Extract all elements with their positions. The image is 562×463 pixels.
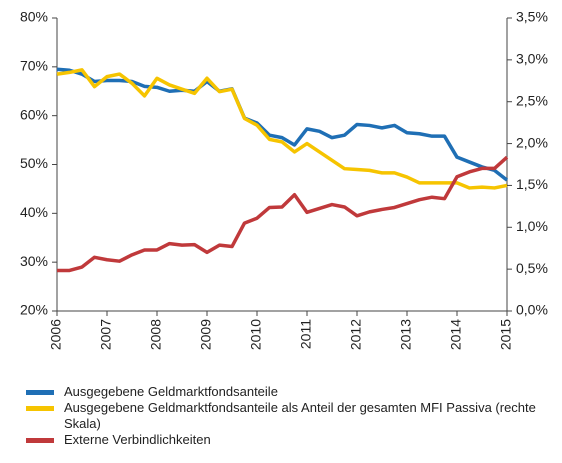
y2-tick-label: 2,0% [516, 134, 548, 150]
y-tick-label: 40% [20, 204, 48, 220]
x-tick-label: 2008 [148, 319, 164, 350]
legend-swatch [26, 438, 54, 443]
y-tick-label: 80% [20, 9, 48, 25]
x-tick-label: 2015 [498, 319, 514, 350]
x-tick-label: 2012 [348, 319, 364, 350]
legend-label: Ausgegebene Geldmarktfondsanteile [64, 384, 278, 399]
x-tick-label: 2010 [248, 319, 264, 350]
legend-item: Externe Verbindlichkeiten [26, 432, 546, 448]
series-line [56, 68, 508, 190]
y-tick-label: 50% [20, 155, 48, 171]
y2-tick-label: 3,5% [516, 9, 548, 25]
legend-item: Ausgegebene Geldmarktfondsanteile als An… [26, 400, 546, 432]
x-tick-label: 2009 [198, 319, 214, 350]
x-tick-label: 2014 [448, 319, 464, 350]
legend-label: Ausgegebene Geldmarktfondsanteile als An… [64, 400, 536, 431]
y2-tick-label: 2,5% [516, 92, 548, 108]
y2-tick-label: 0,0% [516, 302, 548, 318]
x-tick-label: 2007 [98, 319, 114, 350]
chart: 20% 30% 40% 50% 60% 70% 80% 0,0% 0,5% 1,0% 1,5% 2,0… [20, 9, 548, 350]
y-tick-label: 70% [20, 58, 48, 74]
legend-swatch [26, 406, 54, 411]
legend-swatch [26, 390, 54, 395]
x-tick-label: 2006 [48, 319, 64, 350]
x-tick-label: 2011 [298, 319, 314, 349]
series-line [56, 67, 509, 182]
x-tick-label: 2013 [398, 319, 414, 350]
series-line [57, 155, 509, 273]
y-tick-label: 20% [20, 302, 48, 318]
legend-label: Externe Verbindlichkeiten [64, 432, 211, 447]
y2-tick-label: 1,0% [516, 218, 548, 234]
y-tick-label: 30% [20, 253, 48, 269]
y-tick-label: 60% [20, 106, 48, 122]
legend-item: Ausgegebene Geldmarktfondsanteile [26, 384, 546, 400]
legend: Ausgegebene Geldmarktfondsanteile Ausgege… [26, 384, 546, 448]
y2-tick-label: 1,5% [516, 176, 548, 192]
y2-tick-label: 0,5% [516, 260, 548, 276]
y2-tick-label: 3,0% [516, 51, 548, 67]
